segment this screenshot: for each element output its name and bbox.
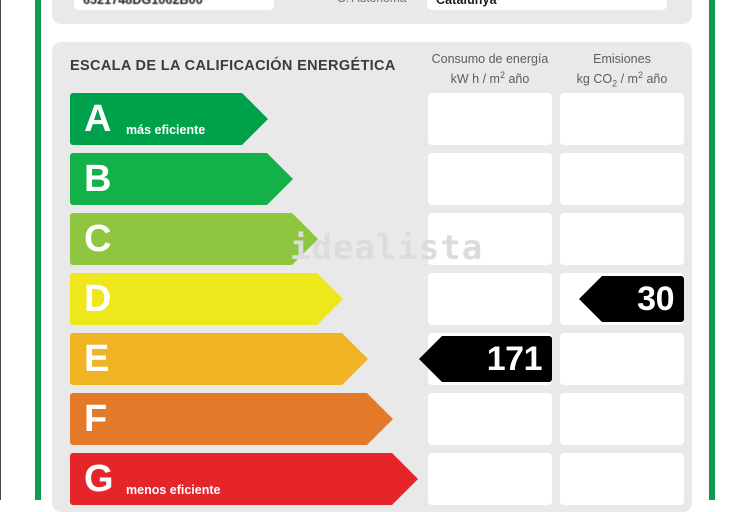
- scale-title: ESCALA DE LA CALIFICACIÓN ENERGÉTICA: [70, 58, 396, 74]
- rating-row: E 171: [52, 333, 692, 385]
- rating-bar-arrow-tip: [392, 453, 418, 505]
- consumption-cell-d: [428, 273, 552, 325]
- consumption-cell-e: 171: [419, 333, 552, 385]
- rating-letter-d: D: [84, 278, 112, 320]
- rating-bar-arrow-tip: [242, 93, 268, 145]
- rating-letter-a: A: [84, 98, 112, 140]
- emissions-cell-f: [560, 393, 684, 445]
- rating-row: C: [52, 213, 692, 265]
- column-header-emissions: Emisiones kg CO2 / m2 año: [560, 51, 684, 92]
- emissions-value-badge: 30: [579, 276, 684, 322]
- autonomous-community-value: Catalunya: [436, 0, 497, 7]
- rating-note: más eficiente: [126, 123, 206, 137]
- rating-letter-e: E: [84, 338, 110, 380]
- emissions-cell-e: [560, 333, 684, 385]
- rating-letter-g: G: [84, 458, 114, 500]
- rating-bar-arrow-tip: [267, 153, 293, 205]
- consumption-cell-a: [428, 93, 552, 145]
- green-frame-bar-right: [709, 0, 715, 500]
- reference-value: 6521748DG1062B00: [83, 0, 203, 7]
- rating-letter-b: B: [84, 158, 112, 200]
- rating-bar-f: F: [70, 393, 393, 445]
- green-frame-bar-left: [35, 0, 41, 500]
- rating-note: menos eficiente: [126, 483, 221, 497]
- rating-bar-arrow-tip: [367, 393, 393, 445]
- rating-letter-f: F: [84, 398, 108, 440]
- autonomous-community-field[interactable]: Catalunya: [427, 0, 667, 10]
- rating-bar-b: B: [70, 153, 293, 205]
- consumption-cell-b: [428, 153, 552, 205]
- emissions-header-line2: kg CO2 / m2 año: [576, 70, 668, 89]
- emissions-cell-g: [560, 453, 684, 505]
- emissions-cell-d: 30: [560, 273, 684, 325]
- emissions-cell-c: [560, 213, 684, 265]
- emissions-header-line1: Emisiones: [593, 52, 651, 66]
- rating-bar-arrow-tip: [317, 273, 343, 325]
- rating-bar-arrow-tip: [342, 333, 368, 385]
- emissions-cell-b: [560, 153, 684, 205]
- autonomous-community-label: C. Autónoma: [337, 0, 406, 5]
- rating-row: D 30: [52, 273, 692, 325]
- emissions-cell-a: [560, 93, 684, 145]
- energy-certificate-page: 6521748DG1062B00 C. Autónoma Catalunya E…: [0, 0, 715, 512]
- rating-row: F: [52, 393, 692, 445]
- energy-scale-card: ESCALA DE LA CALIFICACIÓN ENERGÉTICA Con…: [52, 42, 692, 512]
- property-info-card: 6521748DG1062B00 C. Autónoma Catalunya: [52, 0, 692, 24]
- consumption-cell-g: [428, 453, 552, 505]
- rating-bar-c: C: [70, 213, 318, 265]
- left-edge-rule: [0, 0, 1, 500]
- consumption-cell-c: [428, 213, 552, 265]
- idealista-watermark: idealista: [290, 228, 484, 268]
- consumption-value-badge: 171: [419, 336, 552, 382]
- consumption-header-line1: Consumo de energía: [431, 52, 549, 66]
- consumption-cell-f: [428, 393, 552, 445]
- consumption-header-line2: kW h / m2 año: [450, 70, 530, 87]
- rating-letter-c: C: [84, 218, 112, 260]
- column-header-consumption: Consumo de energía kW h / m2 año: [428, 51, 552, 87]
- reference-field[interactable]: 6521748DG1062B00: [74, 0, 274, 10]
- rating-bar-arrow-tip: [292, 213, 318, 265]
- rating-row: B: [52, 153, 692, 205]
- rating-bar-e: E: [70, 333, 368, 385]
- rating-bar-d: D: [70, 273, 343, 325]
- reference-redaction: [222, 0, 268, 8]
